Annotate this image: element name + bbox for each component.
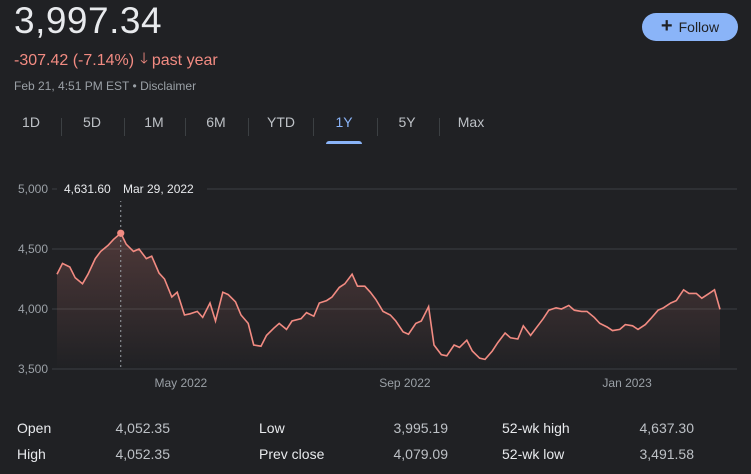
stat-value-52wk-high: 4,637.30 — [639, 420, 695, 436]
highlight-point — [117, 229, 125, 237]
tab-divider — [248, 118, 249, 136]
stat-label-52wk-low: 52-wk low — [502, 446, 565, 462]
stat-label-52wk-high: 52-wk high — [502, 420, 570, 436]
price-change: -307.42 (-7.14%) 🡓 past year — [14, 48, 218, 73]
timestamp: Feb 21, 4:51 PM EST — [14, 79, 130, 93]
tooltip-date: Mar 29, 2022 — [123, 182, 194, 196]
change-amount: -307.42 (-7.14%) — [14, 51, 135, 69]
stat-label-open: Open — [17, 420, 52, 436]
stat-value-high: 4,052.35 — [115, 446, 171, 462]
current-price: 3,997.34 — [14, 0, 163, 41]
x-tick-label: Sep 2022 — [379, 376, 431, 390]
arrow-down-icon: 🡓 — [140, 50, 148, 67]
tab-divider — [377, 118, 378, 136]
tab-1d[interactable]: 1D — [22, 114, 40, 130]
stat-label-prev-close: Prev close — [259, 446, 325, 462]
stats-table: Open 4,052.35 High 4,052.35 Low 3,995.19… — [0, 412, 751, 472]
stat-value-open: 4,052.35 — [115, 420, 171, 436]
tab-5y[interactable]: 5Y — [398, 114, 416, 130]
stat-value-52wk-low: 3,491.58 — [639, 446, 695, 462]
price-line — [56, 231, 721, 361]
tab-max[interactable]: Max — [457, 114, 485, 130]
tab-ytd[interactable]: YTD — [267, 114, 295, 130]
price-area — [57, 233, 720, 369]
stat-label-high: High — [17, 446, 46, 462]
y-tick-label: 3,500 — [18, 362, 48, 376]
tab-divider — [439, 118, 440, 136]
tooltip-value: 4,631.60 — [64, 182, 111, 196]
tab-1m[interactable]: 1M — [144, 114, 164, 130]
stat-label-low: Low — [259, 420, 285, 436]
follow-button[interactable]: + Follow — [642, 13, 738, 41]
x-tick-label: Jan 2023 — [602, 376, 652, 390]
plus-icon: + — [660, 15, 673, 37]
tooltip: 4,631.60 Mar 29, 2022 — [57, 177, 207, 201]
tab-divider — [124, 118, 125, 136]
quote-meta: Feb 21, 4:51 PM EST • Disclaimer — [14, 79, 196, 93]
range-tabs: 1D 5D 1M 6M YTD 1Y 5Y Max — [0, 114, 520, 144]
stat-value-low: 3,995.19 — [393, 420, 449, 436]
follow-label: Follow — [678, 19, 720, 35]
price-chart[interactable]: 5,000 4,500 4,000 3,500 May 2022 Sep 2022 Jan… — [0, 165, 751, 395]
tab-5d[interactable]: 5D — [83, 114, 101, 130]
x-tick-label: May 2022 — [155, 376, 208, 390]
tab-divider — [313, 118, 314, 136]
tab-divider — [61, 118, 62, 136]
y-tick-label: 5,000 — [18, 182, 48, 196]
y-tick-label: 4,500 — [18, 242, 48, 256]
tab-6m[interactable]: 6M — [206, 114, 226, 130]
stat-value-prev-close: 4,079.09 — [393, 446, 449, 462]
disclaimer-link[interactable]: Disclaimer — [140, 79, 197, 93]
y-tick-label: 4,000 — [18, 302, 48, 316]
tooltip-background — [57, 177, 207, 201]
tab-1y[interactable]: 1Y — [326, 114, 362, 144]
separator-dot: • — [132, 79, 141, 93]
tab-divider — [185, 118, 186, 136]
change-period: past year — [151, 51, 218, 69]
